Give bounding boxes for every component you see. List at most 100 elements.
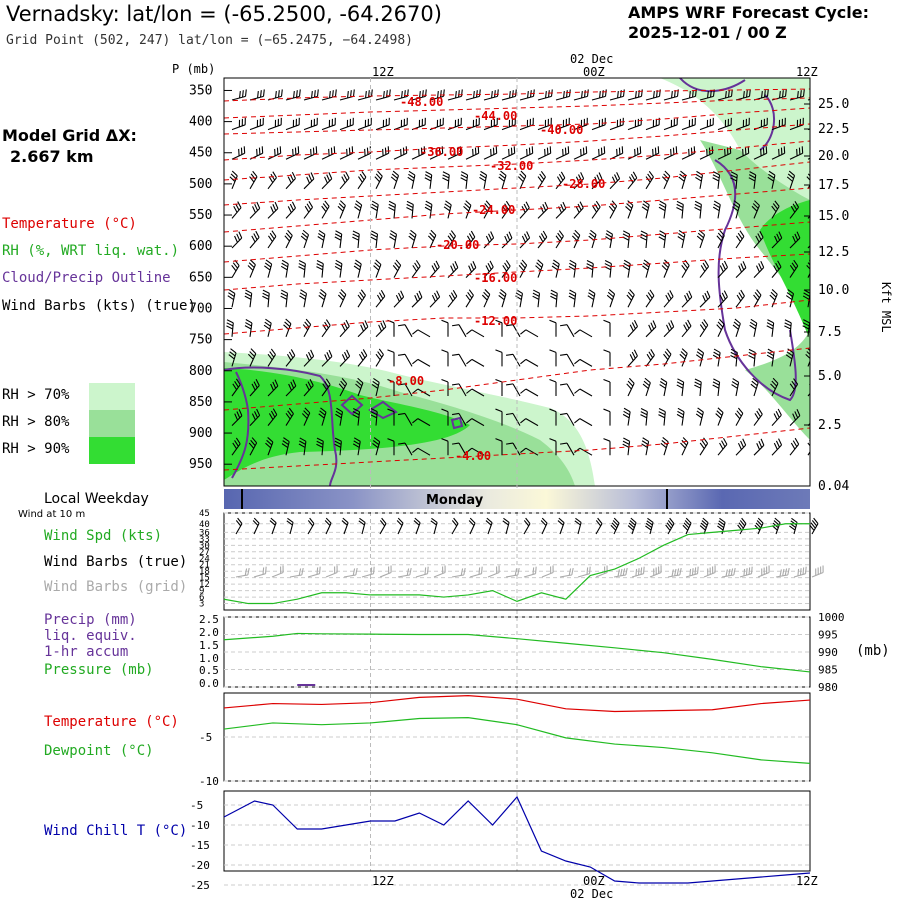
wind-barb bbox=[413, 517, 421, 535]
wind-barb bbox=[281, 437, 290, 456]
wind-barb bbox=[393, 117, 408, 131]
wind-barb bbox=[574, 388, 593, 397]
wind-barb bbox=[263, 318, 272, 337]
wind-barb bbox=[264, 259, 273, 278]
wind-barb bbox=[663, 117, 678, 131]
surface-wind-barbs bbox=[235, 517, 824, 578]
isotherm-label: -4.00 bbox=[455, 449, 491, 463]
wind-barb bbox=[735, 289, 745, 308]
wind-barb bbox=[429, 290, 441, 308]
wind-barb bbox=[523, 517, 531, 535]
wind-barb bbox=[465, 117, 480, 131]
dewpoint-legend: Dewpoint (°C) bbox=[44, 743, 154, 759]
wind-barb bbox=[577, 566, 591, 578]
forecast-cycle-value: 2025-12-01 / 00 Z bbox=[628, 23, 787, 42]
wind-barb bbox=[231, 117, 246, 131]
wind-barb bbox=[549, 349, 557, 367]
wind-barb bbox=[267, 408, 278, 426]
wind-barb bbox=[463, 200, 472, 219]
wind-barb bbox=[303, 172, 315, 190]
isotherm-label: -24.00 bbox=[472, 203, 515, 217]
precip-legend: Precip (mm) bbox=[44, 612, 137, 628]
precip-tick-label: 0.5 bbox=[199, 664, 219, 677]
wind-barb bbox=[753, 289, 762, 308]
precip-bar bbox=[297, 684, 316, 686]
wind-barb bbox=[679, 348, 688, 367]
wind-barb bbox=[537, 146, 552, 160]
wind-barb bbox=[789, 117, 804, 131]
wind-barb bbox=[285, 171, 296, 190]
wind-barb bbox=[412, 418, 431, 427]
wind-barb bbox=[613, 567, 628, 578]
model-grid-label: Model Grid ΔX: bbox=[2, 126, 137, 145]
wind-barb bbox=[393, 89, 409, 101]
wind-barb bbox=[603, 349, 611, 367]
pressure-tick-label: 990 bbox=[818, 646, 838, 659]
wind-barb bbox=[341, 517, 349, 535]
wind-barb bbox=[465, 146, 480, 160]
isotherm-label: -28.00 bbox=[562, 177, 605, 191]
wind-speed-line bbox=[223, 523, 810, 605]
wind-barb bbox=[645, 89, 661, 101]
precip-tick-label: 1.0 bbox=[199, 652, 219, 665]
wind-barb bbox=[573, 117, 588, 131]
wind-barb bbox=[681, 319, 692, 338]
isotherm-line bbox=[224, 253, 810, 291]
height-tick-label: 22.5 bbox=[818, 122, 849, 137]
wind-barb bbox=[631, 566, 645, 578]
wind-barb bbox=[301, 407, 311, 426]
isotherm-line bbox=[224, 123, 810, 161]
wind-barb bbox=[335, 407, 344, 426]
wind-barb bbox=[640, 230, 648, 249]
wind-barb bbox=[559, 324, 575, 338]
wind-barb bbox=[549, 378, 557, 396]
wind-barb bbox=[451, 353, 467, 367]
wind-barb bbox=[412, 329, 431, 338]
wind-barb bbox=[231, 201, 242, 219]
wind-barb bbox=[226, 319, 234, 337]
isotherm-label: -36.00 bbox=[420, 145, 463, 159]
wind-barb bbox=[502, 517, 510, 535]
wind-barb bbox=[334, 437, 342, 456]
wind-chill-line bbox=[223, 795, 811, 884]
wind-barb bbox=[789, 231, 801, 249]
wind-barb bbox=[231, 409, 243, 426]
wind-barb bbox=[465, 261, 477, 278]
wind-barb bbox=[537, 117, 552, 131]
pressure-axis-label: P (mb) bbox=[172, 62, 215, 76]
isotherm-label: -8.00 bbox=[388, 374, 424, 388]
isotherm-line bbox=[224, 140, 810, 181]
wind-barb bbox=[485, 517, 493, 535]
wind-barb bbox=[249, 146, 264, 160]
wind-barb bbox=[555, 171, 566, 190]
pressure-legend: Pressure (mb) bbox=[44, 662, 154, 678]
wind-barb bbox=[271, 565, 284, 578]
wind-barb bbox=[337, 200, 346, 219]
legend-temperature: Temperature (°C) bbox=[2, 216, 137, 232]
wind-barb bbox=[694, 378, 702, 397]
dewpoint-line bbox=[223, 717, 811, 764]
wind-barb bbox=[379, 565, 392, 578]
wind-barb bbox=[520, 418, 539, 427]
wind-barb bbox=[392, 259, 402, 278]
wind-barb bbox=[694, 200, 702, 219]
wind-tick-label: 30 bbox=[199, 541, 210, 551]
windchill-tick-label: -5 bbox=[190, 799, 203, 812]
wind-barb bbox=[393, 290, 405, 308]
wind-barb bbox=[285, 117, 300, 131]
wind-barb bbox=[379, 517, 387, 535]
wind-barb bbox=[540, 517, 548, 535]
isotherm-line bbox=[224, 97, 810, 119]
wind-barb bbox=[482, 200, 492, 219]
wind-barb bbox=[641, 437, 650, 456]
temp-tick-label: -5 bbox=[199, 731, 212, 744]
wind-barb bbox=[771, 260, 782, 278]
forecast-cycle-label: AMPS WRF Forecast Cycle: bbox=[628, 3, 870, 22]
wind-barb bbox=[249, 379, 260, 397]
pressure-tick-label: 700 bbox=[189, 301, 212, 316]
wind-barb bbox=[408, 229, 417, 249]
wind-barb bbox=[699, 517, 709, 535]
wind-barb bbox=[649, 565, 662, 578]
wind-barb bbox=[549, 408, 557, 426]
